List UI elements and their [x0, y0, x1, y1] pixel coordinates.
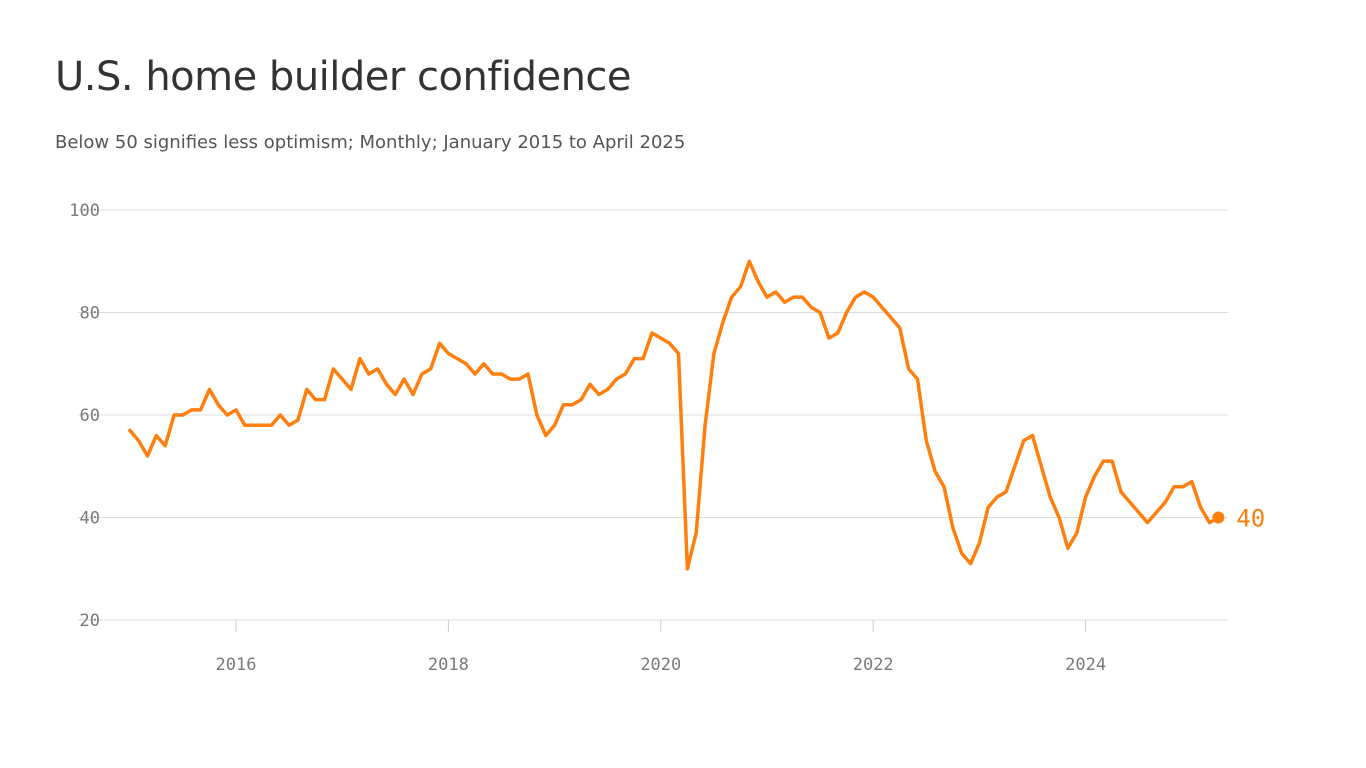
- x-tick-label-2024: 2024: [1065, 655, 1106, 675]
- series-layer: 40: [128, 259, 1265, 571]
- end-point-marker: [1212, 511, 1225, 524]
- x-tick-label-2022: 2022: [853, 655, 894, 675]
- series-line: [128, 259, 1221, 571]
- end-value-label: 40: [1236, 505, 1265, 533]
- gridlines: [78, 209, 1228, 621]
- x-tick-label-2016: 2016: [216, 655, 257, 675]
- y-tick-label-40: 40: [80, 509, 100, 529]
- y-tick-label-80: 80: [80, 304, 100, 324]
- y-tick-label-100: 100: [69, 201, 100, 221]
- chart-subtitle: Below 50 signifies less optimism; Monthl…: [55, 132, 686, 153]
- x-tick-label-2020: 2020: [640, 655, 681, 675]
- y-tick-label-20: 20: [80, 611, 100, 631]
- axes: 20 40 60 80 100 2016 2018 2020 2022 2024: [69, 201, 1106, 675]
- x-tick-label-2018: 2018: [428, 655, 469, 675]
- y-tick-label-60: 60: [80, 406, 100, 426]
- chart-title: U.S. home builder confidence: [55, 54, 632, 100]
